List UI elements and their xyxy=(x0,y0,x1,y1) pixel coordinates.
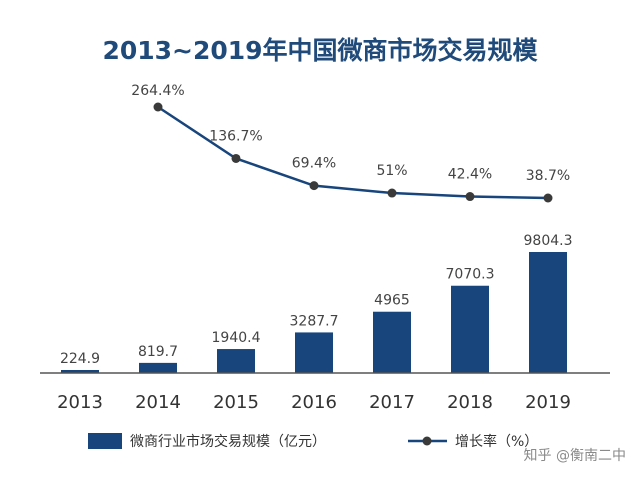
bar-label-2018: 7070.3 xyxy=(446,267,495,283)
bar-2015 xyxy=(217,349,255,373)
legend-line-marker xyxy=(422,436,432,446)
bar-2014 xyxy=(139,362,177,373)
rate-point-2019 xyxy=(543,193,553,203)
rate-label-2014: 264.4% xyxy=(131,83,184,99)
growth-rate-line xyxy=(157,105,549,200)
x-tick-2016: 2016 xyxy=(291,392,337,413)
bar-label-2015: 1940.4 xyxy=(212,330,261,346)
bar-2013 xyxy=(61,370,99,373)
rate-label-2018: 42.4% xyxy=(448,167,492,183)
rate-point-2018 xyxy=(465,192,475,202)
bar-label-2019: 9804.3 xyxy=(524,233,573,249)
bar-label-2017: 4965 xyxy=(374,293,410,309)
watermark: 知乎 @衡南二中 xyxy=(524,447,626,464)
x-tick-2018: 2018 xyxy=(447,392,493,413)
bar-series xyxy=(61,252,567,373)
x-tick-2015: 2015 xyxy=(213,392,259,413)
legend-bar-label: 微商行业市场交易规模（亿元） xyxy=(130,433,326,450)
x-tick-2017: 2017 xyxy=(369,392,415,413)
bar-label-2014: 819.7 xyxy=(138,344,178,360)
rate-point-2014 xyxy=(153,102,163,112)
legend: 微商行业市场交易规模（亿元） 增长率（%） xyxy=(88,433,538,450)
x-axis-tick-labels: 2013 2014 2015 2016 2017 2018 2019 xyxy=(57,392,571,413)
bar-2018 xyxy=(451,285,489,373)
rate-label-2019: 38.7% xyxy=(526,168,570,184)
legend-bar-swatch xyxy=(88,433,122,449)
bar-label-2016: 3287.7 xyxy=(290,313,339,329)
chart-title: 2013~2019年中国微商市场交易规模 xyxy=(102,36,538,65)
rate-point-2015 xyxy=(231,153,241,163)
rate-point-2017 xyxy=(387,188,397,198)
rate-label-2017: 51% xyxy=(376,163,407,179)
bar-2017 xyxy=(373,311,411,373)
bar-value-labels: 224.9 819.7 1940.4 3287.7 4965 7070.3 9804.3 xyxy=(60,233,573,367)
growth-rate-labels: 264.4% 136.7% 69.4% 51% 42.4% 38.7% xyxy=(131,83,570,184)
legend-line-label: 增长率（%） xyxy=(455,433,538,450)
bar-label-2013: 224.9 xyxy=(60,351,100,367)
bar-2016 xyxy=(295,332,333,373)
x-tick-2013: 2013 xyxy=(57,392,103,413)
x-tick-2014: 2014 xyxy=(135,392,181,413)
rate-point-2016 xyxy=(309,181,319,191)
rate-label-2016: 69.4% xyxy=(292,156,336,172)
bar-2019 xyxy=(529,252,567,373)
x-tick-2019: 2019 xyxy=(525,392,571,413)
rate-label-2015: 136.7% xyxy=(209,128,262,144)
growth-rate-series xyxy=(153,102,553,203)
